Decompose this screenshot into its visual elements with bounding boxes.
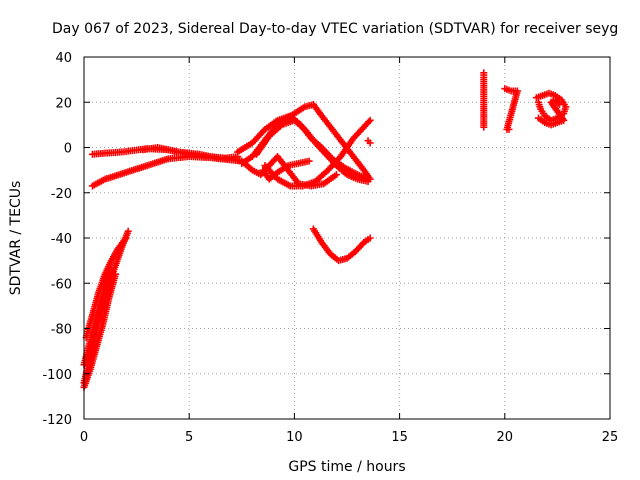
- y-tick-label: 20: [55, 96, 72, 111]
- series-arc-p: [364, 137, 374, 147]
- series-arc-n: [259, 157, 313, 183]
- x-tick-label: 5: [185, 430, 193, 445]
- data-point-marker: [366, 116, 374, 124]
- series-arc-m: [261, 116, 374, 190]
- series-arc-d: [82, 234, 130, 342]
- y-tick-label: -120: [42, 413, 72, 428]
- data-point-marker: [358, 240, 366, 248]
- data-point-marker: [365, 118, 373, 126]
- data-point-marker: [505, 125, 513, 133]
- series-arc-j: [253, 116, 372, 185]
- data-point-marker: [124, 227, 132, 235]
- data-point-marker: [554, 99, 562, 107]
- data-point-marker: [534, 98, 542, 106]
- y-tick-label: -80: [51, 323, 72, 338]
- series-arc-q: [480, 69, 488, 131]
- x-axis-label: GPS time / hours: [288, 459, 405, 475]
- data-point-marker: [122, 234, 130, 242]
- data-point-marker: [112, 270, 120, 278]
- chart-title: Day 067 of 2023, Sidereal Day-to-day VTE…: [52, 21, 618, 37]
- series-arc-t: [534, 96, 568, 129]
- series-arc-e: [88, 145, 246, 165]
- axis-ticks: 0 5 10 15 20 25 -120 -100 -80 -60 -40 -20 0 20 40: [42, 51, 618, 445]
- gridlines: [84, 57, 610, 419]
- data-point-marker: [480, 123, 488, 131]
- y-tick-label: -60: [51, 277, 72, 292]
- x-tick-label: 10: [286, 430, 303, 445]
- data-point-marker: [305, 157, 313, 165]
- data-point-marker: [366, 175, 374, 183]
- data-marks: [80, 69, 570, 391]
- x-tick-label: 0: [80, 430, 88, 445]
- y-axis-label: SDTVAR / TECUs: [8, 181, 24, 296]
- y-tick-label: -100: [42, 368, 72, 383]
- data-point-marker: [556, 101, 564, 109]
- series-arc-c: [80, 270, 120, 391]
- y-tick-label: -40: [51, 232, 72, 247]
- x-tick-label: 20: [497, 430, 514, 445]
- data-point-marker: [366, 234, 374, 242]
- data-point-marker: [366, 139, 374, 147]
- data-point-marker: [332, 171, 340, 179]
- y-tick-label: 0: [64, 142, 72, 157]
- series-arc-r: [501, 85, 521, 133]
- x-tick-label: 25: [602, 430, 619, 445]
- plot-frame: [83, 56, 611, 420]
- series-arc-o: [309, 225, 374, 265]
- y-tick-label: 40: [55, 51, 72, 66]
- y-tick-label: -20: [51, 187, 72, 202]
- series-arc-g: [139, 144, 242, 163]
- x-tick-label: 15: [391, 430, 408, 445]
